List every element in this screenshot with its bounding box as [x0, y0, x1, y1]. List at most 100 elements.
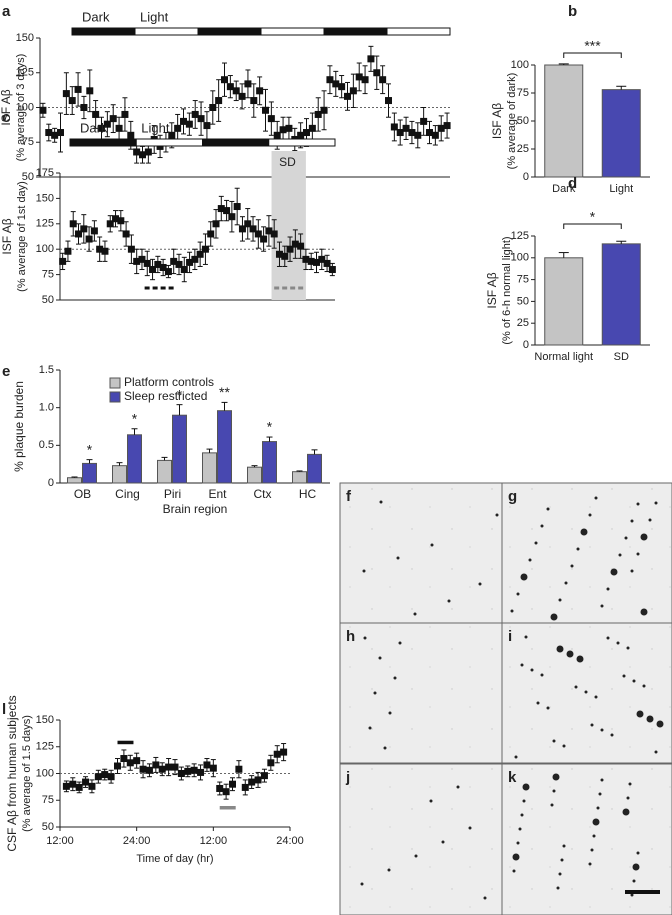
plaque	[456, 785, 460, 789]
data-point	[90, 227, 98, 235]
data-point	[62, 782, 70, 790]
data-point	[212, 220, 220, 228]
bar	[601, 243, 641, 346]
data-point	[233, 203, 241, 211]
x-tick-label: Light	[609, 183, 633, 195]
plaque	[550, 613, 558, 621]
plaque	[654, 501, 658, 505]
data-point	[260, 772, 268, 780]
data-point	[267, 115, 275, 123]
bar	[601, 89, 641, 178]
bar	[544, 64, 584, 178]
plaque	[530, 668, 534, 672]
significance: *	[87, 441, 93, 457]
x-tick-label: 12:00	[46, 835, 74, 847]
plaque	[379, 500, 383, 504]
data-point	[109, 115, 117, 123]
light-dark-bar	[386, 27, 451, 36]
panel-letter: b	[568, 3, 577, 20]
data-point	[203, 122, 211, 130]
data-point	[127, 131, 135, 139]
plaque	[574, 685, 578, 689]
data-point	[320, 106, 328, 114]
data-point	[297, 131, 305, 139]
data-point	[285, 124, 293, 132]
data-point	[297, 242, 305, 250]
y-tick-label: 75	[517, 274, 529, 286]
data-point	[177, 770, 185, 777]
plaque	[360, 882, 364, 886]
plaque	[566, 650, 574, 658]
bar	[127, 434, 142, 484]
data-point	[275, 250, 283, 258]
plaque	[520, 573, 528, 581]
plaque	[622, 674, 626, 678]
plaque	[636, 710, 644, 718]
y-tick-label: 125	[36, 741, 54, 753]
data-point	[171, 763, 179, 771]
data-point	[175, 260, 183, 268]
bar	[217, 410, 232, 484]
plaque	[478, 582, 482, 586]
light-dark-bar	[71, 27, 136, 36]
plaque	[632, 679, 636, 683]
panel-letter: l	[2, 701, 6, 718]
plaque	[383, 746, 387, 750]
data-point	[138, 255, 146, 263]
data-point	[443, 122, 451, 130]
plaque	[510, 609, 514, 613]
plaque	[393, 676, 397, 680]
y-axis-label: % plaque burden	[12, 381, 26, 472]
data-point	[184, 767, 192, 775]
data-point	[133, 757, 141, 765]
plaque	[556, 886, 560, 890]
plaque	[640, 533, 648, 541]
data-point	[332, 80, 340, 88]
data-point	[232, 87, 240, 95]
data-point	[308, 124, 316, 132]
data-point	[307, 257, 315, 265]
data-point	[238, 225, 246, 233]
panel-letter: f	[346, 488, 352, 505]
y-tick-label: 100	[511, 59, 529, 71]
data-point	[241, 783, 249, 791]
bar	[82, 462, 97, 484]
data-point	[221, 76, 228, 84]
panel-letter: d	[568, 175, 577, 192]
data-point	[281, 252, 289, 260]
plaque	[363, 636, 367, 640]
data-point	[209, 104, 217, 111]
data-point	[180, 266, 188, 274]
panel-letter: e	[2, 363, 10, 380]
data-point	[273, 131, 281, 139]
data-point	[349, 87, 357, 95]
plaque	[570, 564, 574, 568]
data-point	[367, 55, 375, 63]
data-point	[85, 235, 93, 243]
plaque	[636, 502, 640, 506]
data-point	[75, 230, 83, 238]
data-point	[39, 106, 47, 114]
plaque	[387, 868, 391, 872]
y-axis-label: (% of 6-h normal light)	[501, 236, 513, 344]
plaque	[594, 496, 598, 500]
plaque	[552, 739, 556, 743]
x-tick-label: 12:00	[200, 835, 228, 847]
plaque	[600, 604, 604, 608]
data-point	[256, 87, 264, 95]
y-axis-label: ISF Aβ	[490, 103, 504, 139]
data-point	[437, 124, 445, 132]
plaque	[618, 553, 622, 557]
data-point	[217, 205, 225, 213]
data-point	[82, 778, 90, 786]
plaque	[610, 733, 614, 737]
bar	[112, 465, 127, 484]
shaded-region	[271, 151, 306, 300]
data-point	[426, 129, 433, 137]
data-point	[229, 780, 236, 788]
data-point	[164, 268, 172, 276]
significance: **	[219, 384, 230, 400]
y-tick-label: 50	[517, 295, 529, 307]
panel-letter: c	[2, 109, 10, 126]
panel-letter: g	[508, 488, 517, 505]
